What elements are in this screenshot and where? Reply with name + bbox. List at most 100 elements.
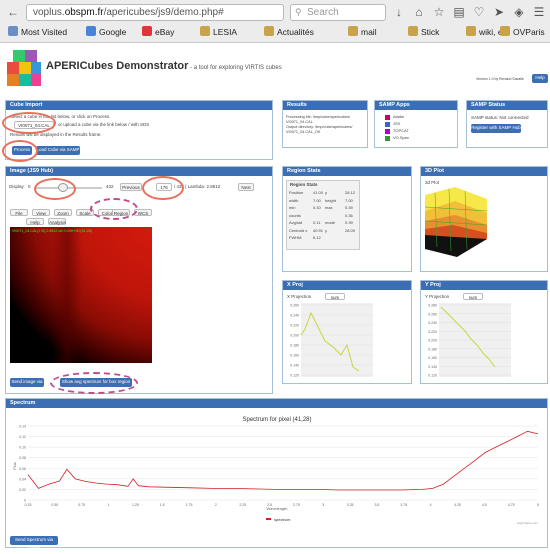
samp-app-link[interactable]: Aladin	[393, 114, 405, 119]
register-samp-button[interactable]: Register with SAMP Hub	[471, 124, 521, 133]
region-stats-header: Region Stats	[290, 182, 318, 187]
display-label: Display	[9, 184, 24, 189]
image-panel-title: Image (JS9 Hub)	[6, 167, 272, 176]
highlight-dashed-region	[90, 198, 138, 220]
home-icon[interactable]: ⌂	[415, 5, 423, 19]
region-stat-v2: 0.39	[345, 220, 353, 225]
folder-icon	[200, 26, 210, 36]
samp-app-link[interactable]: VO Spec	[393, 135, 410, 140]
shield-icon[interactable]: ◈	[514, 5, 524, 19]
xproj-title: X Proj	[283, 281, 411, 290]
bookmark-ovparis[interactable]: OVParis	[500, 26, 545, 38]
x-tick-label: 4.5	[482, 503, 487, 507]
x-tick-label: 3.25	[347, 503, 354, 507]
spectrum-chart[interactable]: Spectrum for pixel (41,28) Flux 0.14 0.12…	[8, 410, 546, 530]
load-cube-samp-button[interactable]: Load Cube via SAMP	[36, 146, 80, 155]
x-tick-label: 1	[108, 503, 110, 507]
samp-app-link[interactable]: JS9	[393, 121, 400, 126]
bookmark-label: Actualités	[277, 27, 314, 37]
plot3d-surface[interactable]	[424, 187, 488, 257]
pocket-icon[interactable]: ♡	[473, 5, 485, 19]
x-tick-label: 2	[215, 503, 217, 507]
js9-image-display[interactable]: VI0071_04.CAL[176] 2.8612 um 0.00e+00 (4…	[10, 227, 152, 363]
download-icon[interactable]: ↓	[396, 5, 402, 19]
folder-icon	[348, 26, 358, 36]
samp-app-icon	[385, 129, 390, 134]
search-icon: ⚲	[295, 7, 302, 17]
x-tick-label: 1.75	[186, 503, 193, 507]
x-tick-label: 0.50	[51, 503, 58, 507]
y-tick-label: 0.120	[428, 374, 437, 378]
region-stats-box: Region Stats Position 41.00 y 28.12 width 7.0…	[286, 180, 360, 250]
samp-app-icon	[385, 136, 390, 141]
js9-menu-file[interactable]: File	[10, 209, 28, 216]
reading-list-icon[interactable]: ▤	[453, 5, 465, 19]
page-title: APERICubes Demonstrator	[46, 60, 189, 72]
bookmark-stick[interactable]: Stick	[408, 26, 439, 38]
send-spectrum-samp-button[interactable]: Send Spectrum via SAMP	[10, 536, 58, 550]
samp-app-link[interactable]: TOPCAT	[393, 128, 409, 133]
bookmark-lesia[interactable]: LESIA	[200, 26, 237, 38]
yproj-chart[interactable]: 0.280 0.260 0.240 0.220 0.200 0.180 0.160 0.140…	[423, 301, 513, 381]
url-prefix: voplus.	[33, 7, 65, 18]
yproj-panel: Y Proj Y Projection sum 0.280 0.260 0.240 0…	[420, 280, 548, 384]
next-button[interactable]: Next	[238, 183, 254, 191]
js9-menu-zoom[interactable]: Zoom	[54, 209, 72, 216]
image-panel: Image (JS9 Hub) Display 0 432 Previous 1…	[5, 166, 273, 394]
menu-icon[interactable]: ☰	[533, 5, 545, 19]
y-tick-label: 0	[24, 499, 26, 503]
js9-menu-help[interactable]: Help	[26, 218, 44, 225]
bookmark-wiki-etc[interactable]: wiki, etc	[466, 26, 509, 38]
region-stat-k2: max	[325, 205, 333, 210]
samp-apps-panel: SAMP Apps Aladin JS9 TOPCAT VO Spec	[374, 100, 458, 148]
results-line: VI0071_04.CAL	[286, 120, 313, 124]
y-tick-label: 0.08	[19, 456, 26, 460]
cube-import-line3: Results will be displayed in the Results…	[10, 132, 102, 137]
js9-menu-view[interactable]: View	[32, 209, 50, 216]
region-stats-title: Region Stats	[283, 167, 411, 176]
search-input[interactable]: ⚲ Search	[290, 4, 386, 21]
xproj-select[interactable]: sum	[325, 293, 345, 300]
url-path: /apericubes/js9/demo.php#	[103, 7, 224, 18]
region-stat-k2: mode	[325, 220, 336, 225]
highlight-oval-slider	[34, 178, 76, 200]
bookmark-star-icon[interactable]: ☆	[433, 5, 445, 19]
region-stat-k2: y	[325, 190, 327, 195]
region-stat-k2: height	[325, 197, 336, 203]
bookmark-label: Google	[99, 27, 127, 37]
url-bar[interactable]: voplus.obspm.fr/apericubes/js9/demo.php#	[26, 4, 284, 21]
search-placeholder: Search	[307, 7, 339, 18]
samp-app-icon	[385, 122, 390, 127]
bookmark-mail[interactable]: mail	[348, 26, 377, 38]
region-stat-k1: Centroid x	[289, 227, 308, 233]
region-stat-k1: min	[289, 205, 296, 210]
highlight-oval-select	[2, 112, 56, 134]
yproj-select[interactable]: sum	[463, 293, 483, 300]
js9-menu-analysis[interactable]: Analysis	[48, 218, 66, 225]
send-icon[interactable]: ➤	[493, 5, 505, 19]
x-tick-label: 2.75	[293, 503, 300, 507]
bookmark-google[interactable]: Google	[86, 26, 126, 38]
results-title: Results	[283, 101, 367, 110]
send-image-samp-button[interactable]: Send image via SAMP	[10, 378, 44, 392]
legend-label: spectrum	[274, 517, 291, 522]
cube-import-title: Cube Import	[6, 101, 272, 110]
bookmark-ebay[interactable]: eBay	[142, 26, 174, 38]
bookmark-label: eBay	[155, 27, 175, 37]
region-stat-v1: 6.12	[313, 235, 321, 240]
y-tick-label: 0.120	[290, 374, 299, 378]
bookmark-actualit-s[interactable]: Actualités	[264, 26, 314, 38]
y-tick-label: 0.260	[290, 304, 299, 308]
url-domain: obspm.fr	[64, 7, 104, 18]
y-tick-label: 0.220	[428, 330, 437, 334]
bookmark-most-visited[interactable]: Most Visited	[8, 26, 67, 38]
x-tick-label: 0.75	[78, 503, 85, 507]
slider-max: 432	[106, 184, 114, 189]
highlight-dashed-avg-button	[50, 372, 138, 394]
help-button[interactable]: Help	[532, 74, 548, 83]
previous-button[interactable]: Previous	[120, 183, 142, 191]
bookmark-label: OVParis	[513, 27, 545, 37]
back-icon[interactable]: ←	[7, 5, 19, 19]
xproj-chart[interactable]: 0.260 0.240 0.220 0.200 0.180 0.160 0.140 0.120	[285, 301, 375, 381]
region-stat-k1: counts	[289, 212, 301, 218]
